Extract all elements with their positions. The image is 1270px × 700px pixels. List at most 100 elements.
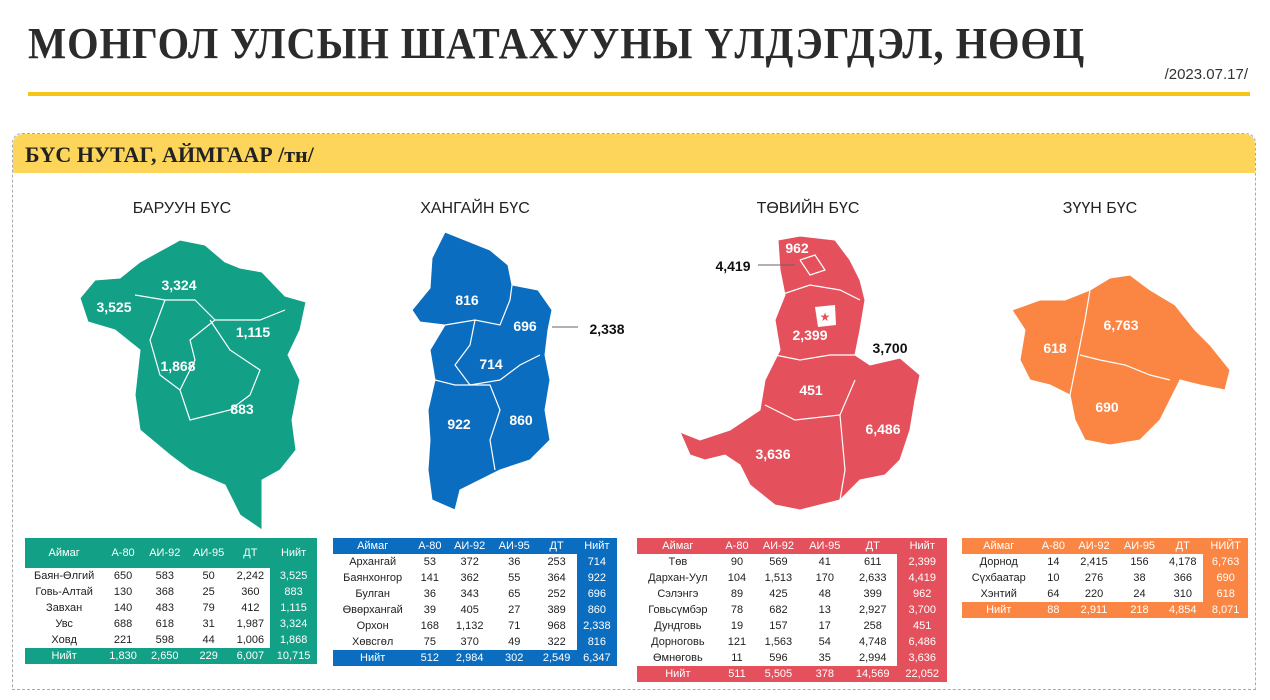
table-cell: Баян-Өлгий (33, 570, 95, 582)
table-cell: 399 (863, 588, 882, 600)
total-cell: Нийт (25, 648, 104, 664)
map-label: 883 (230, 401, 254, 417)
table-cell: 696 (576, 586, 617, 602)
table-cell: Өмнөговь (652, 652, 703, 664)
table-cell: Архангай (349, 556, 397, 568)
table-cell: Булган (355, 588, 390, 600)
table-cell: 44 (202, 634, 215, 646)
total-cell: 2,911 (1071, 602, 1117, 618)
table-cell: Дорноговь (651, 636, 705, 648)
table-cell: 368 (155, 586, 174, 598)
table-row: Дундговь 19 157 17 258 451 (637, 618, 947, 634)
table-cell: 360 (241, 586, 260, 598)
table-cell: 364 (547, 572, 566, 584)
table-row: Дорноговь 121 1,563 54 4,748 6,486 (637, 634, 947, 650)
table-cell: 90 (730, 556, 744, 568)
map-label: 618 (1043, 340, 1067, 356)
table-cell: 714 (576, 554, 617, 570)
table-row: Өмнөговь 11 596 35 2,994 3,636 (637, 650, 947, 666)
table-cell: 1,563 (764, 636, 793, 648)
table-row: Баянхонгор 141 362 55 364 922 (333, 570, 617, 586)
column-header: А-80 (1035, 538, 1072, 554)
map-label-darkhan: 4,419 (715, 258, 750, 274)
table-cell: 598 (155, 634, 174, 646)
total-cell: 229 (186, 648, 231, 664)
table-cell: 253 (547, 556, 566, 568)
table-cell: 366 (1173, 572, 1192, 584)
table-cell: 690 (1203, 570, 1248, 586)
table-cell: 157 (769, 620, 788, 632)
column-header: Аймаг (333, 538, 413, 554)
table-cell: 322 (547, 636, 566, 648)
table-row: Өвөрхангай 39 405 27 389 860 (333, 602, 617, 618)
region-title-east: ЗҮҮН БҮС (1062, 200, 1138, 217)
table-cell: 310 (1173, 588, 1192, 600)
table-cell: 25 (202, 586, 215, 598)
table-cell: 1,868 (270, 632, 317, 648)
table-cell: 49 (508, 636, 521, 648)
table-row: Архангай 53 372 36 253 714 (333, 554, 617, 570)
table-cell: Завхан (46, 602, 83, 614)
map-label: 3,525 (96, 299, 131, 315)
column-header: Аймаг (962, 538, 1036, 554)
table-cell: Говь-Алтай (35, 586, 93, 598)
table-cell: Орхон (356, 620, 389, 632)
table-cell: 611 (863, 556, 882, 568)
table-total-row: Нийт 511 5,505 378 14,569 22,052 (637, 666, 947, 682)
column-header: Нийт (897, 538, 947, 554)
table-cell: Баянхонгор (343, 572, 403, 584)
table-cell: 688 (113, 618, 133, 630)
map-label: 3,324 (161, 277, 196, 293)
table-cell: 221 (113, 634, 133, 646)
table-cell: 36 (423, 588, 436, 600)
total-cell: 8,071 (1203, 602, 1248, 618)
table-cell: Дундговь (654, 620, 702, 632)
column-header: А-80 (103, 538, 143, 568)
column-header: АИ-92 (755, 538, 802, 554)
table-cell: 3,636 (897, 650, 947, 666)
table-cell: 370 (460, 636, 479, 648)
total-cell: 378 (801, 666, 848, 682)
column-header: А-80 (718, 538, 756, 554)
table-cell: 962 (897, 586, 947, 602)
table-header: Аймаг А-80 АИ-92 АИ-95 ДТ Нийт (25, 538, 317, 568)
table-cell: 10 (1047, 572, 1060, 584)
table-cell: 170 (815, 572, 834, 584)
table-khangai: Аймаг А-80 АИ-92 АИ-95 ДТ Нийт Архангай 53 372 36… (333, 538, 617, 666)
column-header: Аймаг (25, 538, 104, 568)
table-cell: 54 (818, 636, 831, 648)
map-label: 451 (799, 382, 823, 398)
table-cell: 2,338 (576, 618, 617, 634)
table-cell: 3,525 (270, 568, 317, 584)
column-header: НИЙТ (1203, 538, 1248, 554)
column-header: ДТ (847, 538, 898, 554)
map-label: 1,868 (160, 358, 195, 374)
table-cell: 79 (202, 602, 215, 614)
table-header: Аймаг А-80 АИ-92 АИ-95 ДТ НИЙТ (962, 538, 1248, 554)
table-cell: 682 (769, 604, 788, 616)
title-underline (28, 92, 1250, 96)
table-cell: 78 (730, 604, 744, 616)
total-cell: 10,715 (270, 648, 317, 664)
table-cell: 41 (818, 556, 831, 568)
table-cell: 31 (202, 618, 215, 630)
table-cell: 2,415 (1080, 556, 1108, 568)
table-cell: Төв (668, 556, 688, 568)
total-cell: 1,830 (103, 648, 143, 664)
table-row: Баян-Өлгий 650 583 50 2,242 3,525 (25, 568, 317, 584)
table-cell: 27 (508, 604, 521, 616)
table-cell: 89 (730, 588, 744, 600)
map-label: 6,763 (1103, 317, 1138, 333)
total-cell: 302 (491, 650, 537, 666)
table-west: Аймаг А-80 АИ-92 АИ-95 ДТ Нийт Баян-Өлгий 650 58… (25, 538, 317, 664)
total-cell: 512 (412, 650, 448, 666)
table-east: Аймаг А-80 АИ-92 АИ-95 ДТ НИЙТ Дорнод 14 2,415 15… (962, 538, 1248, 618)
table-cell: 48 (818, 588, 831, 600)
table-cell: 618 (1203, 586, 1248, 602)
total-cell: 2,650 (142, 648, 187, 664)
map-label: 1,115 (236, 324, 270, 340)
table-cell: Хөвсгөл (352, 636, 394, 648)
table-cell: 968 (547, 620, 566, 632)
column-header: АИ-95 (801, 538, 848, 554)
table-cell: 1,513 (764, 572, 793, 584)
